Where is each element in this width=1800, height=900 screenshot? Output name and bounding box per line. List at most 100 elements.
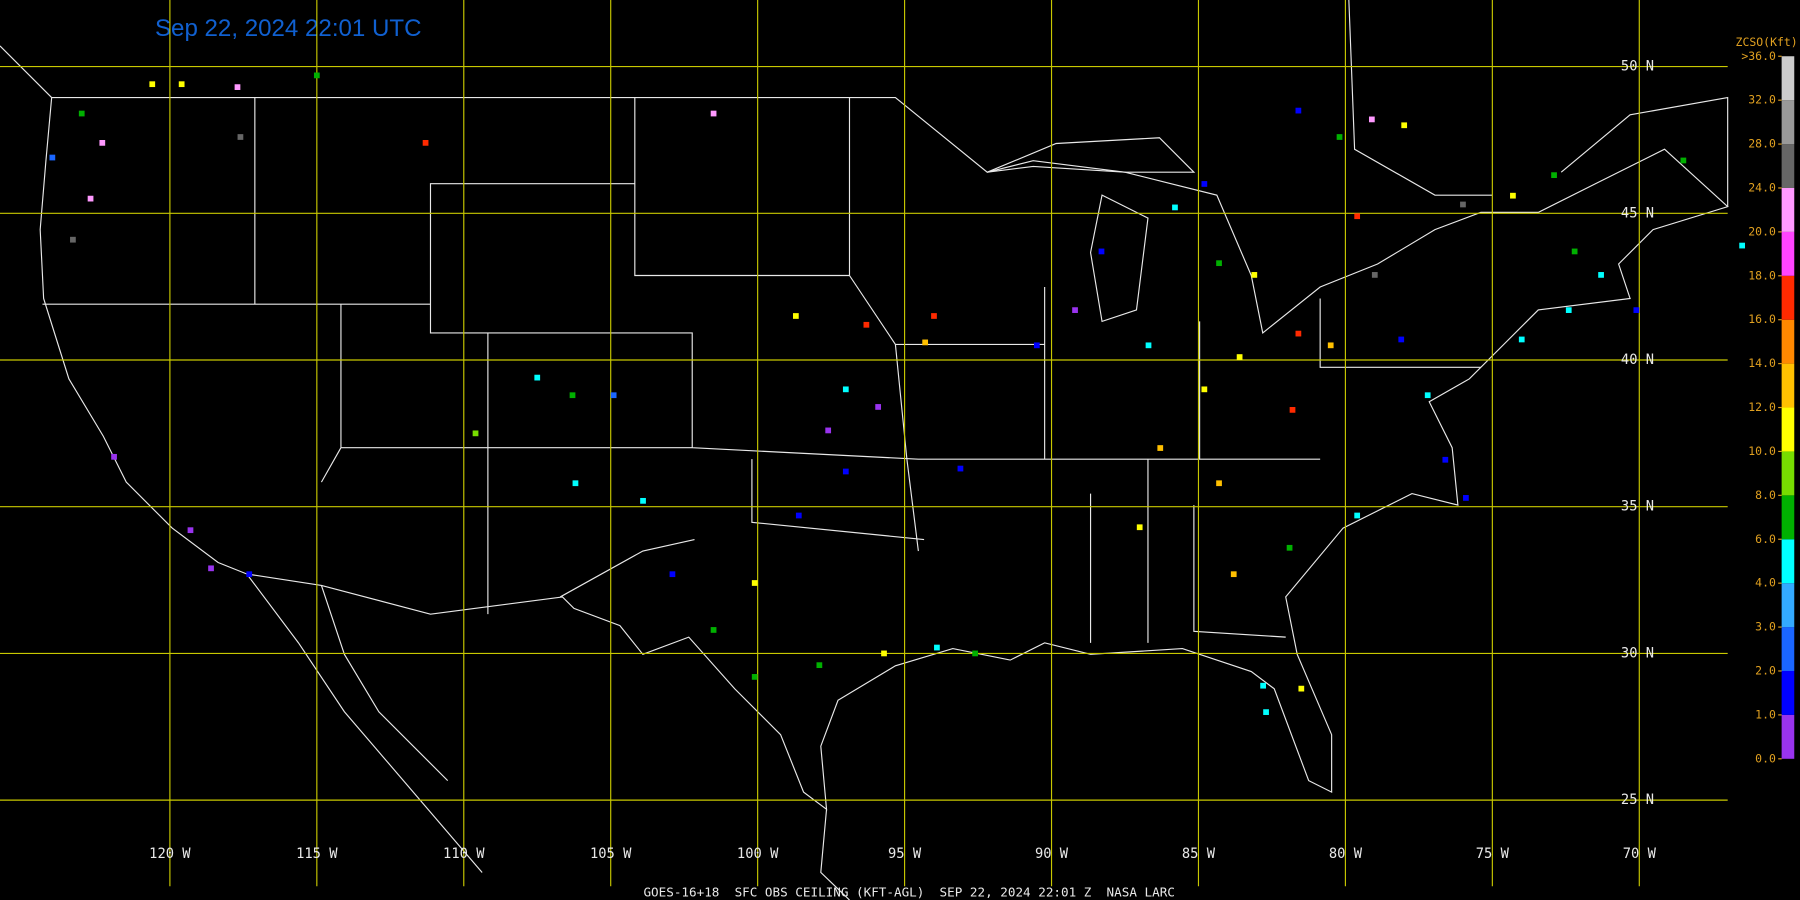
station (1571, 248, 1578, 255)
longitude-label: 95 W (888, 846, 922, 862)
colorbar-band (1781, 627, 1795, 671)
station (149, 81, 156, 88)
colorbar-band (1781, 495, 1795, 540)
station (1286, 544, 1293, 551)
station (178, 81, 185, 88)
station (825, 427, 832, 434)
longitude-label: 75 W (1476, 846, 1510, 862)
station (1354, 213, 1361, 220)
timestamp-title: Sep 22, 2024 22:01 UTC (155, 15, 422, 42)
outlines (0, 0, 1729, 900)
station (1295, 107, 1302, 114)
station (534, 374, 541, 381)
station (1327, 342, 1334, 349)
station (1442, 456, 1449, 463)
colorbar-label: 20.0 (1748, 224, 1776, 238)
colorbar-label: 24.0 (1748, 180, 1776, 194)
station (1145, 342, 1152, 349)
station (1289, 407, 1296, 413)
colorbar-label: 0.0 (1755, 751, 1776, 765)
station (1295, 330, 1302, 337)
station (1157, 445, 1164, 451)
station (710, 110, 717, 117)
colorbar-label: 16.0 (1748, 312, 1776, 326)
station (1201, 181, 1208, 187)
station (1298, 685, 1305, 692)
latitude-label: 40 N (1621, 352, 1654, 368)
mexico-coast (246, 573, 850, 900)
station (313, 72, 320, 79)
longitude-label: 105 W (590, 846, 632, 862)
station (1510, 192, 1516, 199)
station (1033, 342, 1040, 349)
colorbar-label: 10.0 (1748, 444, 1776, 458)
colorbar-band (1781, 275, 1795, 320)
canada-coast (0, 0, 1729, 207)
station (569, 392, 576, 399)
station (842, 386, 849, 393)
station (1401, 122, 1408, 129)
station (78, 110, 85, 117)
station (1136, 524, 1143, 531)
us-outline (39, 97, 1729, 811)
station (187, 527, 194, 534)
colorbar-band (1781, 56, 1795, 101)
station (1460, 201, 1466, 208)
lake-michigan (1089, 194, 1149, 323)
colorbar-label: 8.0 (1755, 488, 1776, 502)
station (1371, 272, 1378, 278)
station (931, 313, 937, 319)
colorbar-label: 28.0 (1748, 137, 1776, 151)
station (863, 321, 870, 328)
station (710, 627, 717, 633)
station (1230, 571, 1237, 578)
station (49, 154, 56, 161)
station (111, 453, 117, 460)
colorbar-label: 12.0 (1748, 400, 1776, 414)
longitude-label: 90 W (1035, 846, 1069, 862)
colorbar-label: 18.0 (1748, 268, 1776, 282)
colorbar-band (1781, 100, 1795, 145)
latitude-label: 50 N (1621, 59, 1654, 75)
station (1336, 134, 1343, 140)
station (1354, 512, 1361, 519)
station (237, 134, 244, 140)
station (875, 404, 882, 410)
colorbar-label: 14.0 (1748, 356, 1776, 370)
station (1260, 682, 1266, 689)
station (472, 430, 479, 437)
colorbar-label: 32.0 (1748, 93, 1776, 107)
colorbar-label: >36.0 (1741, 49, 1776, 63)
station (751, 674, 758, 680)
station (1216, 260, 1222, 267)
longitude-label: 85 W (1182, 846, 1216, 862)
station (70, 236, 76, 243)
longitude-label: 110 W (443, 846, 485, 862)
station (234, 84, 241, 90)
station (1263, 709, 1269, 715)
colorbar-label: 4.0 (1755, 576, 1776, 590)
colorbar-band (1781, 539, 1795, 584)
station (572, 480, 579, 487)
latitude-label: 25 N (1621, 792, 1654, 808)
footer: GOES-16+18 SFC OBS CEILING (KFT-AGL) SEP… (643, 885, 1174, 900)
station (1551, 172, 1557, 179)
colorbar-band (1781, 363, 1795, 408)
station (1463, 495, 1469, 501)
station (957, 465, 964, 472)
station (934, 644, 940, 651)
station (246, 571, 253, 578)
station (208, 565, 214, 572)
lake-superior (987, 137, 1196, 173)
longitude-label: 115 W (296, 846, 338, 862)
station (816, 662, 823, 669)
station (422, 140, 429, 146)
station (1072, 307, 1078, 313)
station (669, 571, 676, 578)
colorbar-label: 6.0 (1755, 532, 1776, 546)
colorbar-band (1781, 187, 1795, 232)
colorbar-band (1781, 231, 1795, 276)
latitude-label: 35 N (1621, 499, 1654, 515)
station (1598, 272, 1604, 278)
colorbar-band (1781, 144, 1795, 188)
